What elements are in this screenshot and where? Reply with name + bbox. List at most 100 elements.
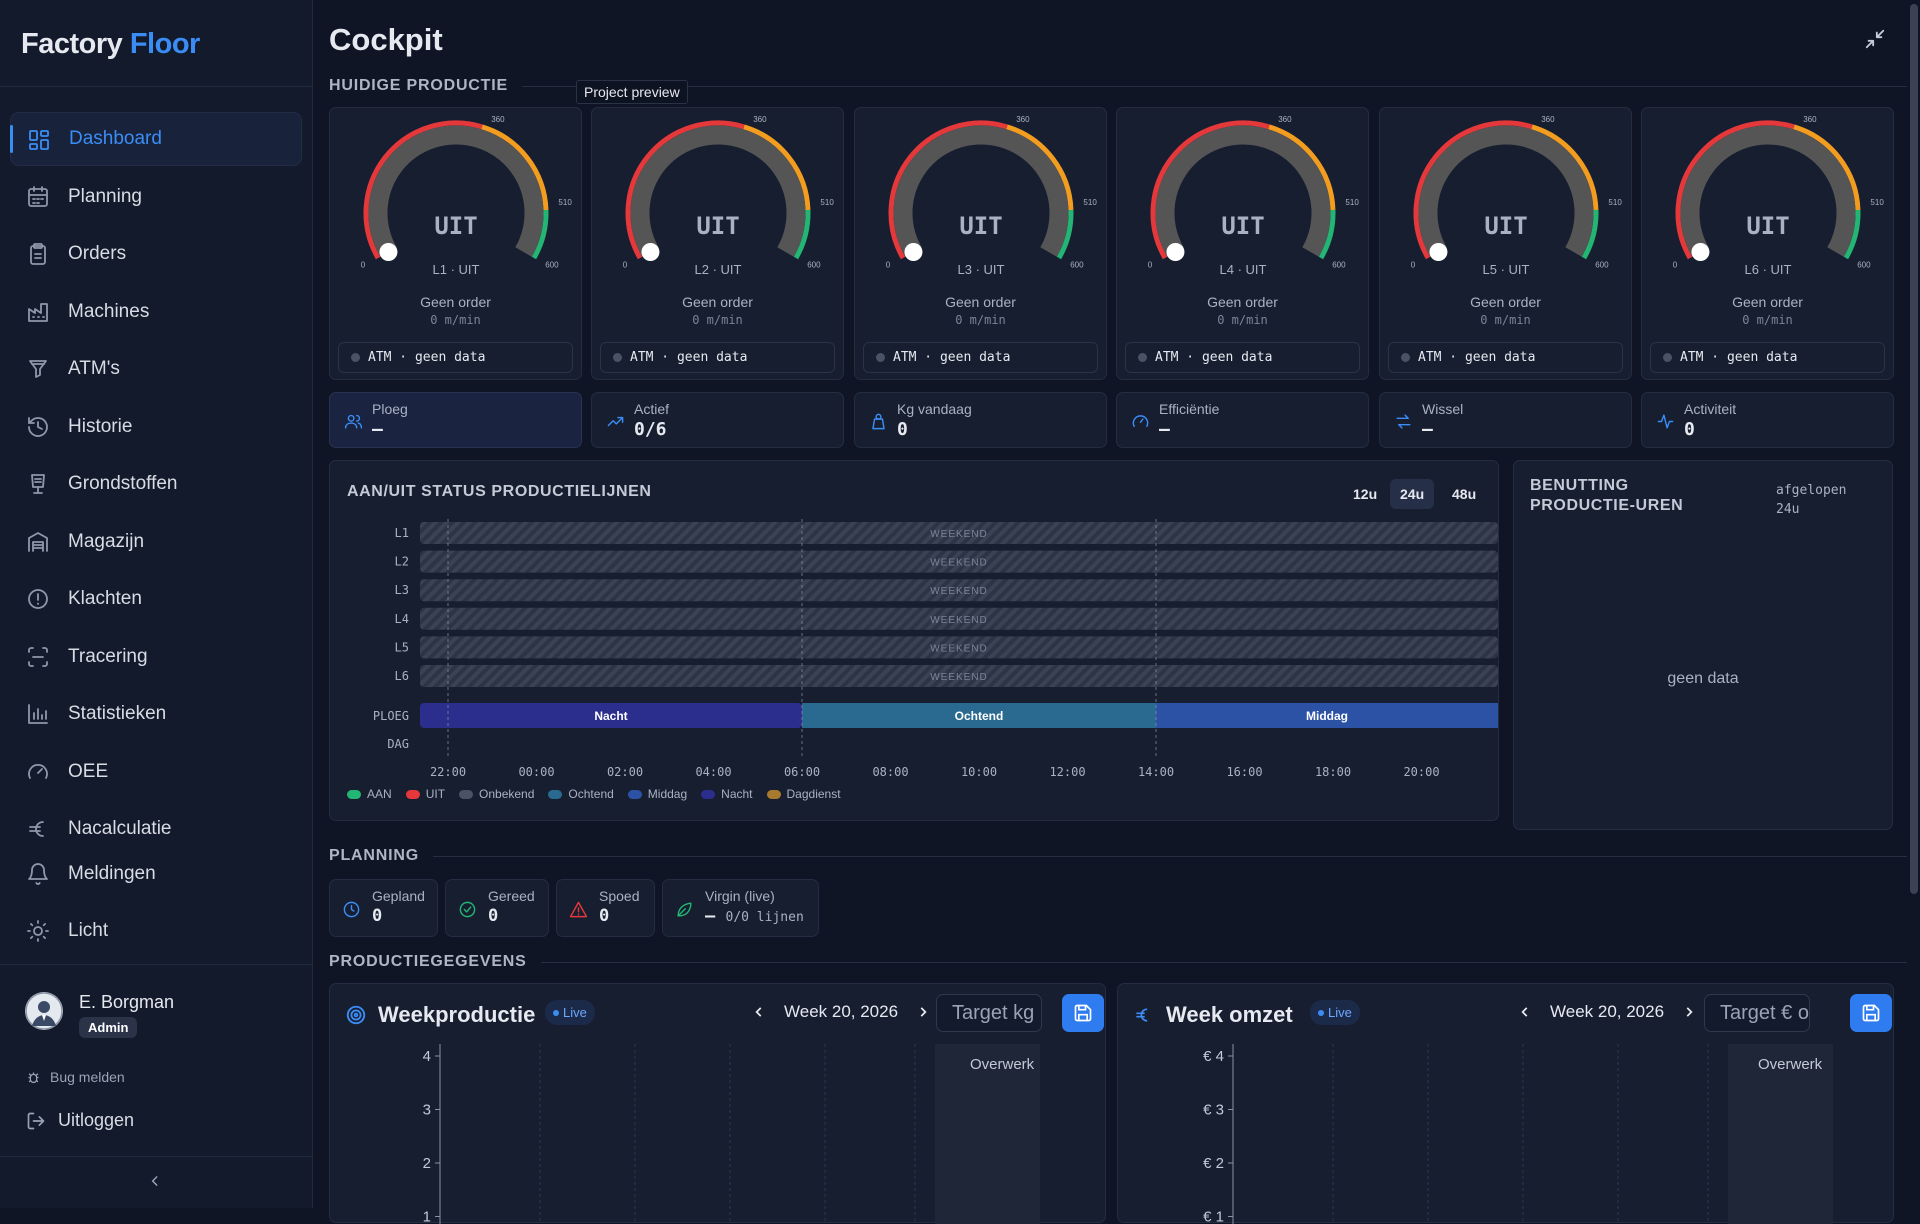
time-tick-label: 02:00 <box>607 765 643 779</box>
activity-icon <box>1656 412 1675 431</box>
sidebar-item-oee[interactable]: OEE <box>10 745 302 799</box>
planning-card-virginlive[interactable]: Virgin (live)— 0/0 lijnen <box>662 879 819 937</box>
sidebar-item-orders[interactable]: Orders <box>10 227 302 281</box>
planning-label: Virgin (live) <box>705 888 775 904</box>
gauge-tick-label: 0 <box>1411 261 1416 270</box>
shift-label: Middag <box>1306 709 1348 723</box>
save-button[interactable] <box>1062 994 1104 1032</box>
sidebar-item-dashboard[interactable]: Dashboard <box>10 112 302 166</box>
line-label: L2 <box>395 555 409 569</box>
gauge-tick-label: 0 <box>361 261 366 270</box>
brand-name: Factory <box>21 28 122 60</box>
sidebar-item-machines[interactable]: Machines <box>10 285 302 339</box>
section-label: HUIDIGE PRODUCTIE <box>329 77 508 95</box>
gauge-state: UIT <box>696 212 739 240</box>
sidebar-item-grondstoffen[interactable]: Grondstoffen <box>10 457 302 511</box>
gauge-tick-label: 510 <box>1870 198 1884 207</box>
time-tick-label: 08:00 <box>872 765 908 779</box>
scrollbar-thumb[interactable] <box>1910 4 1918 894</box>
collapse-sidebar-button[interactable] <box>148 1172 162 1193</box>
atm-status[interactable]: ATM · geen data <box>1125 342 1360 373</box>
sidebar-item-historie[interactable]: Historie <box>10 400 302 454</box>
gauge-speed: 0 m/min <box>1117 313 1368 327</box>
logout-button[interactable]: Uitloggen <box>26 1110 134 1131</box>
chevron-right-icon[interactable] <box>916 1005 930 1019</box>
legend-label: Middag <box>648 787 687 801</box>
target-omzet-input[interactable]: Target € omzet <box>1704 994 1810 1032</box>
factory-icon <box>26 300 50 324</box>
sidebar-item-klachten[interactable]: Klachten <box>10 572 302 626</box>
sidebar-item-meldingen[interactable]: Meldingen <box>10 847 302 901</box>
section-label: PRODUCTIEGEGEVENS <box>329 953 527 971</box>
gauge-speed: 0 m/min <box>1380 313 1631 327</box>
bug-report-link[interactable]: Bug melden <box>26 1069 125 1085</box>
sidebar-item-planning[interactable]: Planning <box>10 170 302 224</box>
trend-up-icon <box>606 412 625 431</box>
y-tick-label: 3 <box>423 1102 431 1119</box>
sidebar-item-label: Klachten <box>68 588 142 610</box>
stat-value: 0/6 <box>634 419 667 440</box>
sidebar-item-atms[interactable]: ATM's <box>10 342 302 396</box>
time-tick-label: 12:00 <box>1049 765 1085 779</box>
sidebar-item-statistieken[interactable]: Statistieken <box>10 687 302 741</box>
target-kg-input[interactable]: Target kg <box>936 994 1042 1032</box>
scrollbar[interactable] <box>1908 0 1920 1208</box>
overwerk-label: Overwerk <box>970 1056 1034 1073</box>
gauge-speed: 0 m/min <box>330 313 581 327</box>
main-content: Cockpit HUIDIGE PRODUCTIE Project previe… <box>314 0 1920 1208</box>
sidebar-item-label: OEE <box>68 761 108 783</box>
minimize-icon[interactable] <box>1864 28 1886 50</box>
divider <box>0 964 313 965</box>
atm-status-label: ATM · geen data <box>1155 350 1272 365</box>
atm-status[interactable]: ATM · geen data <box>1650 342 1885 373</box>
atm-status[interactable]: ATM · geen data <box>338 342 573 373</box>
gauge-order: Geen order <box>855 294 1106 310</box>
weekproductie-title: Weekproductie <box>378 1002 535 1028</box>
atm-status[interactable]: ATM · geen data <box>1388 342 1623 373</box>
gauge-tick-label: 360 <box>491 115 505 124</box>
alert-circle-icon <box>26 587 50 611</box>
chevron-left-icon[interactable] <box>752 1005 766 1019</box>
sidebar-item-tracering[interactable]: Tracering <box>10 630 302 684</box>
app-logo[interactable]: Factory Floor <box>21 28 200 61</box>
sidebar-item-label: Licht <box>68 920 108 942</box>
sidebar-item-label: Orders <box>68 243 126 265</box>
atm-status[interactable]: ATM · geen data <box>863 342 1098 373</box>
sidebar-item-magazijn[interactable]: Magazijn <box>10 515 302 569</box>
section-title-planning: PLANNING <box>329 847 1907 865</box>
gauge-tick-label: 0 <box>623 261 628 270</box>
calendar-icon <box>26 185 50 209</box>
gauge-state: UIT <box>434 212 477 240</box>
bug-icon <box>26 1070 41 1085</box>
chevron-right-icon[interactable] <box>1682 1005 1696 1019</box>
planning-extra: 0/0 lijnen <box>726 910 804 925</box>
y-tick-label: € 1 <box>1203 1209 1224 1224</box>
weekend-label: WEEKEND <box>930 615 988 626</box>
gauge-tick-label: 600 <box>1332 261 1346 270</box>
week-label: Week 20, 2026 <box>784 1002 898 1022</box>
time-tick-label: 22:00 <box>430 765 466 779</box>
chevron-left-icon[interactable] <box>1518 1005 1532 1019</box>
sidebar-item-licht[interactable]: Licht <box>10 904 302 958</box>
legend-item: Ochtend <box>548 787 613 801</box>
week-navigator: Week 20, 2026 <box>1518 1002 1696 1022</box>
live-badge: Live <box>545 1000 595 1025</box>
atm-status-label: ATM · geen data <box>368 350 485 365</box>
atm-status[interactable]: ATM · geen data <box>600 342 835 373</box>
line-label: L3 <box>395 583 409 597</box>
stat-label: Efficiëntie <box>1159 401 1219 417</box>
y-tick-label: 4 <box>423 1048 431 1065</box>
save-button[interactable] <box>1850 994 1892 1032</box>
gauge-tick-label: 0 <box>1673 261 1678 270</box>
